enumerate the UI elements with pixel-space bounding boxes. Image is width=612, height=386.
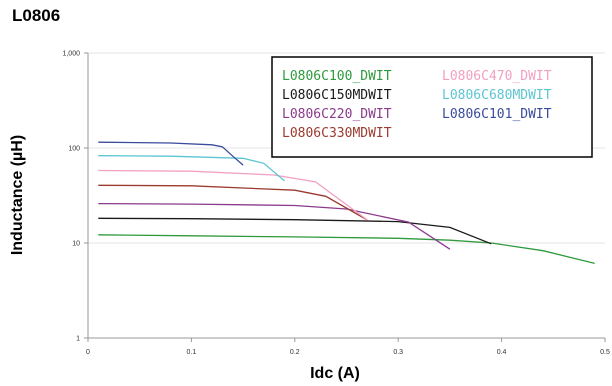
series-line-4: [98, 184, 368, 221]
x-axis-label: Idc (A): [310, 365, 360, 382]
y-tick-label: 1,000: [62, 51, 80, 58]
chart-title: L0806: [12, 6, 61, 25]
ticks-layer: 1 10 100 1,000 0 0.1 0.2 0.3 0.4 0.5: [62, 51, 610, 357]
series-layer: [98, 141, 595, 265]
legend-entry-7: L0806C101_DWIT: [442, 107, 552, 122]
legend-entry-4: L0806C330MDWIT: [282, 126, 392, 141]
x-tick-label: 0.5: [600, 349, 610, 356]
x-tick-label: 0.2: [290, 349, 300, 356]
x-tick-label: 0.4: [497, 349, 507, 356]
series-line-6: [98, 155, 285, 182]
legend-entry-3: L0806C220_DWIT: [282, 107, 392, 122]
legend-entry-5: L0806C470_DWIT: [442, 69, 552, 84]
legend-entry-2: L0806C150MDWIT: [282, 88, 392, 103]
y-tick-label: 1: [76, 336, 80, 343]
y-tick-label: 100: [68, 146, 80, 153]
y-axis-label: Inductance (µH): [9, 135, 26, 255]
legend-entry-6: L0806C680MDWIT: [442, 88, 552, 103]
series-line-5: [98, 169, 368, 221]
x-tick-label: 0.3: [393, 349, 403, 356]
axes-layer: [87, 53, 605, 339]
legend: L0806C100_DWIT L0806C150MDWIT L0806C220_DW…: [271, 56, 593, 158]
y-tick-label: 10: [72, 241, 80, 248]
series-line-3: [98, 202, 451, 250]
series-line-2: [98, 217, 492, 245]
series-line-7: [98, 141, 244, 166]
legend-items: L0806C100_DWIT L0806C150MDWIT L0806C220_DW…: [282, 69, 552, 141]
x-tick-label: 0: [86, 349, 90, 356]
series-line-1: [98, 234, 595, 265]
legend-box: [271, 56, 593, 158]
x-tick-label: 0.1: [187, 349, 197, 356]
legend-entry-1: L0806C100_DWIT: [282, 69, 392, 84]
